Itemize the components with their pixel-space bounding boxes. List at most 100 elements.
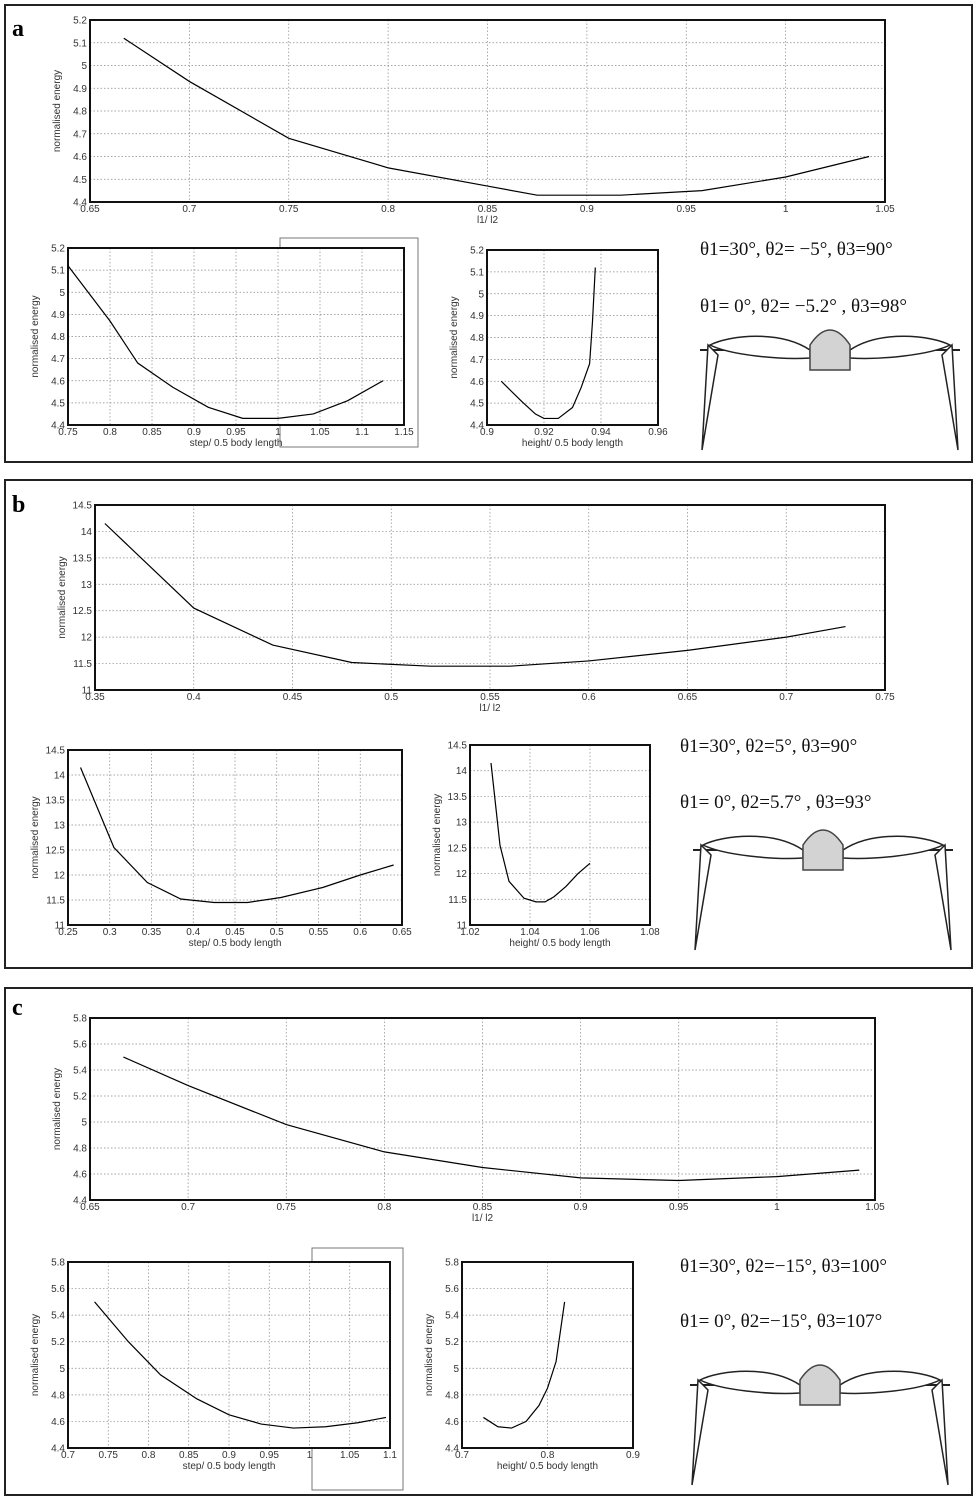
y-tick-label: 13.5 <box>448 792 468 803</box>
panel-frame <box>4 479 973 969</box>
x-tick-label: 0.94 <box>591 427 611 438</box>
x-axis-label: step/ 0.5 body length <box>183 1461 276 1472</box>
x-tick-label: 1.02 <box>460 927 480 938</box>
y-tick-label: 4.9 <box>73 84 87 95</box>
x-tick-label: 0.55 <box>480 692 500 703</box>
x-tick-label: 0.75 <box>875 692 895 703</box>
spider-drawing <box>689 1364 951 1486</box>
y-tick-label: 14 <box>81 527 93 538</box>
y-tick-label: 4.4 <box>445 1444 459 1455</box>
x-tick-label: 0.92 <box>534 427 554 438</box>
y-tick-label: 4.4 <box>73 198 87 209</box>
x-tick-label: 0.6 <box>582 692 596 703</box>
y-tick-label: 13 <box>81 580 93 591</box>
y-tick-label: 4.4 <box>470 421 484 432</box>
x-tick-label: 0.45 <box>225 927 245 938</box>
y-tick-label: 12 <box>81 633 93 644</box>
y-tick-label: 4.8 <box>73 1144 87 1155</box>
y-tick-label: 5.8 <box>445 1258 459 1269</box>
x-axis-label: height/ 0.5 body length <box>509 938 610 949</box>
plot-frame <box>67 749 403 926</box>
x-tick-label: 1.05 <box>310 427 330 438</box>
y-tick-label: 4.6 <box>51 1417 65 1428</box>
y-tick-label: 4.4 <box>73 1196 87 1207</box>
y-tick-label: 5 <box>453 1364 459 1375</box>
spider-drawing <box>699 329 961 451</box>
x-tick-label: 0.4 <box>187 692 201 703</box>
y-tick-label: 12.5 <box>448 843 468 854</box>
y-tick-label: 5.2 <box>73 1092 87 1103</box>
y-tick-label: 5 <box>59 288 65 299</box>
y-tick-label: 12.5 <box>73 606 93 617</box>
y-axis-label: normalised energy <box>449 296 460 378</box>
x-tick-label: 0.65 <box>80 1202 100 1213</box>
plot-frame <box>486 249 659 426</box>
annotation: θ1=30°, θ2=−15°, θ3=100° <box>680 1256 887 1277</box>
y-tick-label: 4.6 <box>51 376 65 387</box>
x-tick-label: 0.85 <box>473 1202 493 1213</box>
x-tick-label: 0.25 <box>58 927 78 938</box>
y-tick-label: 13.5 <box>46 796 66 807</box>
y-tick-label: 11 <box>82 686 93 697</box>
plot-frame <box>461 1261 634 1449</box>
x-tick-label: 0.5 <box>384 692 398 703</box>
annotation: θ1= 0°, θ2=5.7° , θ3=93° <box>680 792 872 813</box>
panel-label: c <box>12 995 23 1021</box>
data-line <box>104 523 846 667</box>
x-axis-label: l1/ l2 <box>479 703 501 714</box>
x-axis-label: step/ 0.5 body length <box>189 938 282 949</box>
x-tick-label: 1 <box>275 427 281 438</box>
y-tick-label: 5 <box>478 289 484 300</box>
y-tick-label: 5 <box>59 1364 65 1375</box>
x-tick-label: 0.55 <box>309 927 329 938</box>
plot-frame <box>89 1017 876 1201</box>
y-tick-label: 14.5 <box>448 741 468 752</box>
y-tick-label: 4.9 <box>51 310 65 321</box>
data-line <box>67 265 384 419</box>
plot-frame <box>94 504 886 691</box>
x-axis-label: l1/ l2 <box>472 1213 494 1224</box>
y-tick-label: 4.6 <box>470 377 484 388</box>
x-tick-label: 0.95 <box>677 204 697 215</box>
x-tick-label: 0.8 <box>103 427 117 438</box>
y-tick-label: 5.4 <box>73 1066 87 1077</box>
x-tick-label: 0.8 <box>377 1202 391 1213</box>
y-tick-label: 14.5 <box>73 501 93 512</box>
spider-drawing <box>692 829 954 951</box>
x-tick-label: 0.7 <box>455 1450 469 1461</box>
x-tick-label: 0.95 <box>669 1202 689 1213</box>
x-tick-label: 0.95 <box>260 1450 280 1461</box>
y-axis-label: normalised energy <box>52 1068 63 1150</box>
x-tick-label: 1.05 <box>875 204 895 215</box>
y-axis-label: normalised energy <box>57 556 68 638</box>
x-tick-label: 0.95 <box>226 427 246 438</box>
panel-frame <box>4 4 973 463</box>
x-tick-label: 1.04 <box>520 927 540 938</box>
x-axis-label: height/ 0.5 body length <box>522 438 623 449</box>
x-tick-label: 1.15 <box>394 427 414 438</box>
x-tick-label: 1.1 <box>383 1450 397 1461</box>
plot-background <box>470 745 650 925</box>
x-tick-label: 0.65 <box>678 692 698 703</box>
x-axis-label: l1/ l2 <box>477 215 499 226</box>
panel-frame <box>4 987 973 1496</box>
y-axis-label: normalised energy <box>30 1314 41 1396</box>
x-tick-label: 0.7 <box>181 1202 195 1213</box>
y-tick-label: 11 <box>457 921 468 932</box>
y-tick-label: 4.4 <box>51 1444 65 1455</box>
y-tick-label: 5.2 <box>51 1337 65 1348</box>
x-tick-label: 0.75 <box>99 1450 119 1461</box>
x-tick-label: 0.9 <box>574 1202 588 1213</box>
y-tick-label: 4.5 <box>73 175 87 186</box>
y-tick-label: 5.2 <box>73 16 87 27</box>
y-tick-label: 4.8 <box>470 333 484 344</box>
y-tick-label: 13 <box>456 818 468 829</box>
y-tick-label: 11.5 <box>46 896 65 907</box>
plot-frame <box>67 1261 391 1449</box>
y-tick-label: 12.5 <box>46 846 66 857</box>
annotation: θ1= 0°, θ2=−15°, θ3=107° <box>680 1311 882 1332</box>
y-tick-label: 4.6 <box>73 152 87 163</box>
data-line <box>490 762 591 903</box>
y-tick-label: 11 <box>55 921 66 932</box>
x-tick-label: 0.9 <box>580 204 594 215</box>
